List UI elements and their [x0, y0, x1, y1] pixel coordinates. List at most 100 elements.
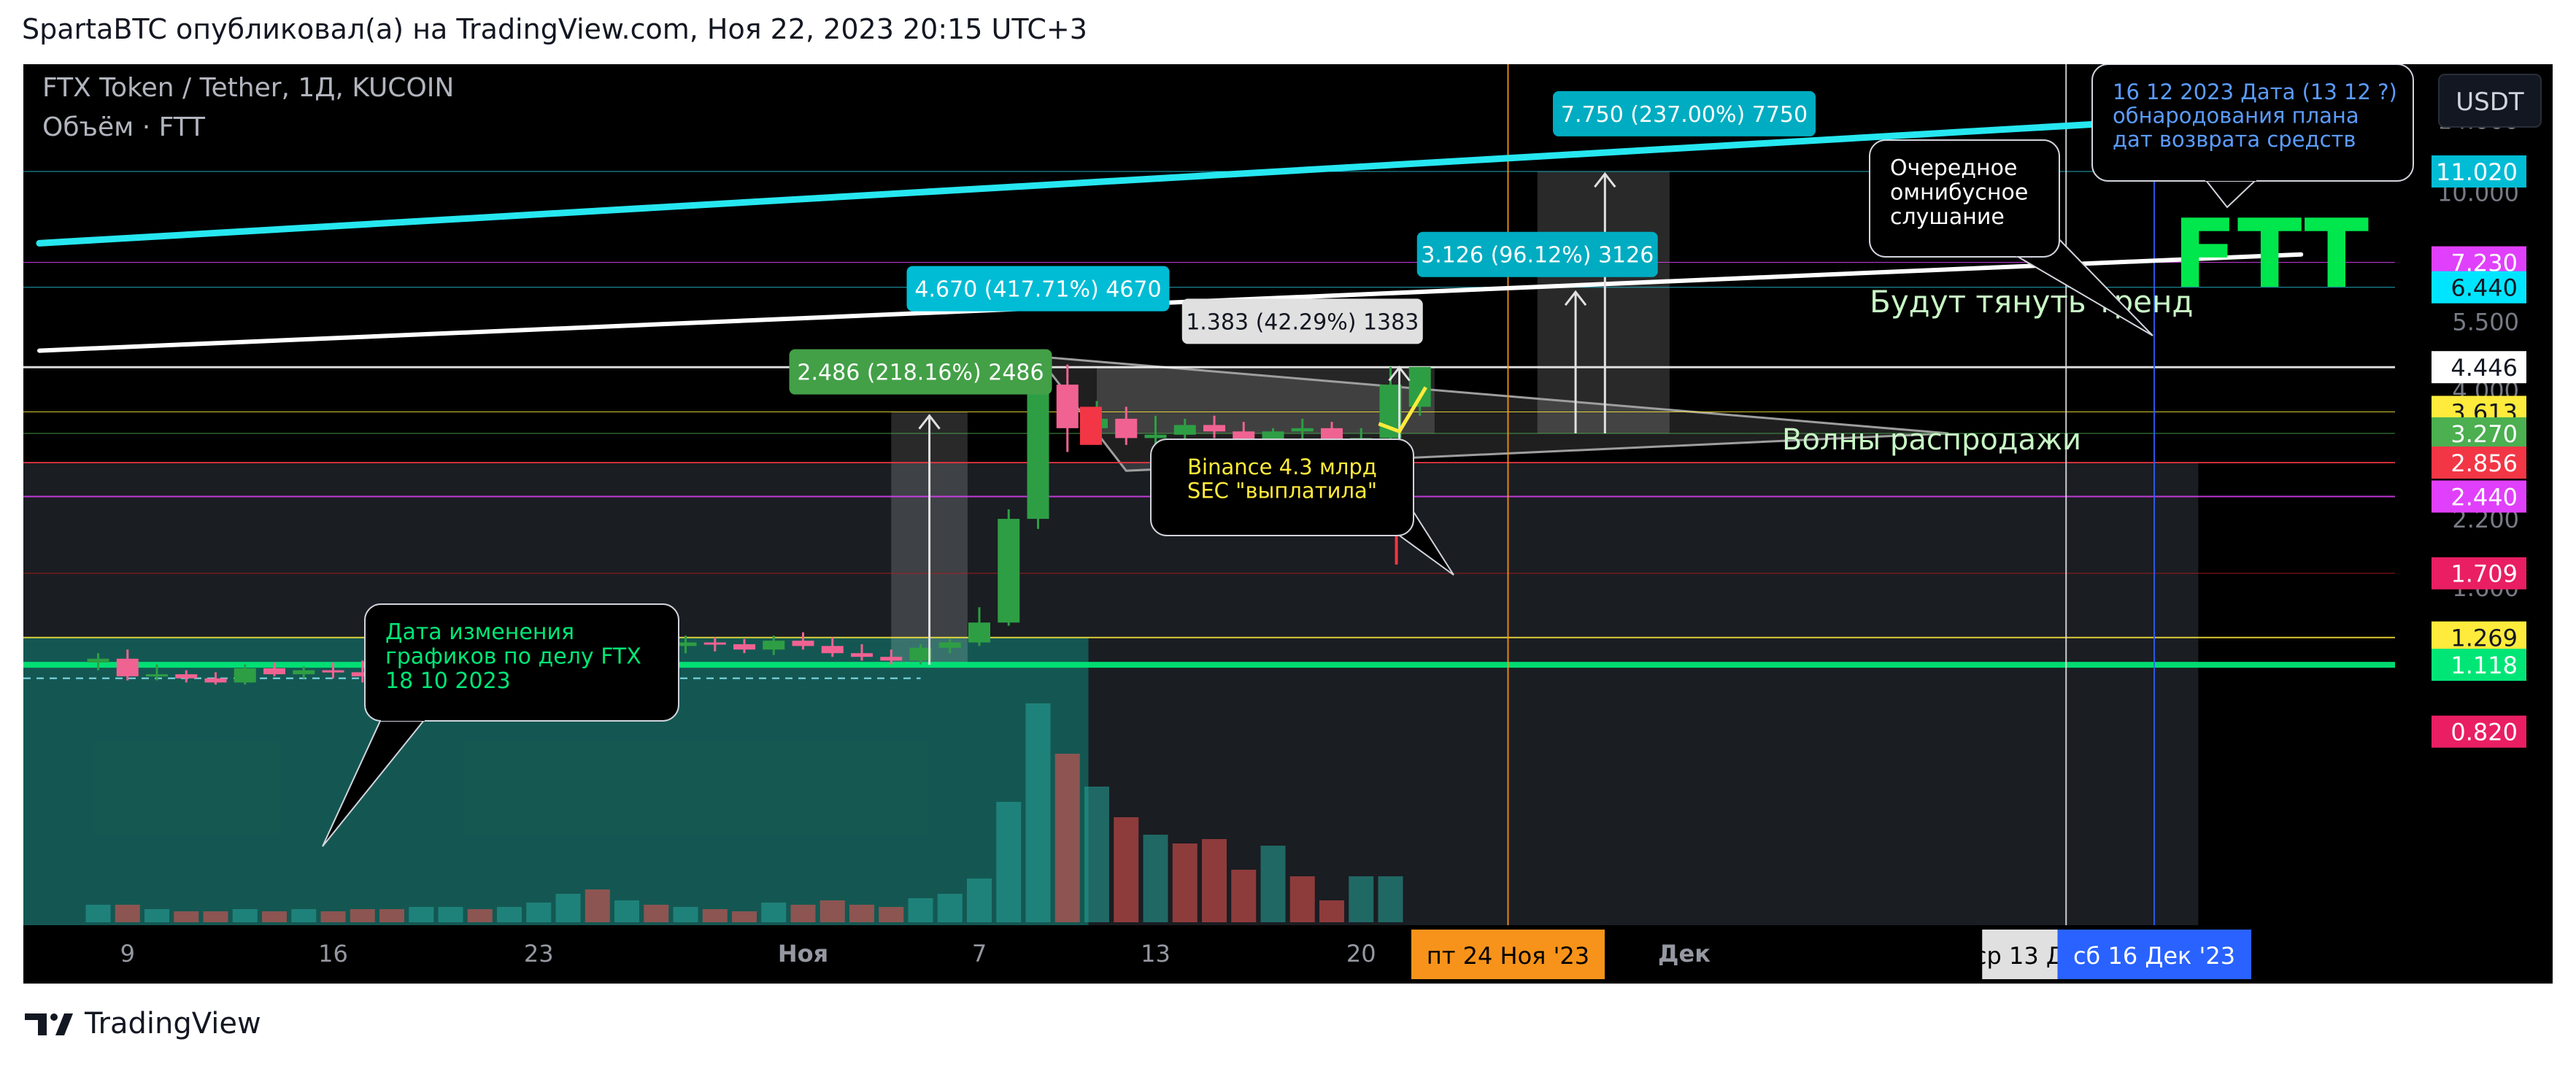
x-tick-label: 7 — [972, 940, 987, 967]
volume-bar — [732, 911, 757, 922]
price-level-badge — [2432, 557, 2526, 590]
volume-bar — [174, 911, 199, 922]
currency-button[interactable]: USDT — [2438, 74, 2542, 128]
price-level-label: 2.856 — [2450, 449, 2518, 477]
volume-bars — [85, 703, 1403, 922]
price-level-label: 3.270 — [2450, 420, 2518, 448]
callout-join — [2014, 231, 2054, 257]
callout-box — [1150, 439, 1414, 536]
annotation-text: Будут тянуть тренд — [1870, 284, 2193, 320]
x-tick-label: 16 — [318, 940, 348, 967]
volume-bar — [438, 907, 463, 922]
measure-label: 2.486 (218.16%) 2486 — [797, 360, 1044, 386]
candle-body — [263, 668, 285, 675]
candle-body — [821, 646, 844, 654]
volume-bar — [350, 909, 375, 922]
horizontal-levels — [23, 64, 2395, 925]
volume-bar — [555, 894, 581, 922]
time-marker-badge — [2058, 930, 2251, 979]
callout-line: графиков по делу FTX — [385, 644, 641, 670]
callout[interactable]: 16 12 2023 Дата (13 12 ?)обнародования п… — [2091, 64, 2414, 209]
x-tick-label: 9 — [120, 940, 135, 967]
measure-label: 4.670 (417.71%) 4670 — [914, 277, 1161, 303]
measure-label: 1.383 (42.29%) 1383 — [1186, 309, 1419, 335]
time-marker-label: пт 24 Ноя '23 — [1427, 942, 1589, 970]
x-tick-label: 13 — [1141, 940, 1171, 967]
price-chart[interactable]: 4.670 (417.71%) 4670 2.486 (218.16%) 2486… — [23, 64, 2553, 984]
volume-bar — [115, 905, 140, 922]
callout-line: Очередное — [1890, 155, 2017, 181]
measure-arrow-head — [1564, 290, 1587, 306]
ftt-watermark: FTT — [2172, 198, 2369, 309]
volume-bar — [1084, 787, 1109, 922]
candle-body — [998, 519, 1020, 623]
volume-bar — [379, 909, 404, 922]
callout-line: обнародования плана — [2113, 103, 2359, 128]
x-tick-label: 23 — [524, 940, 554, 967]
candle-body — [116, 658, 139, 676]
time-marker-badge — [1411, 930, 1605, 979]
volume-bar — [1143, 835, 1168, 922]
volume-bar — [820, 900, 845, 922]
callout-line: слушание — [1890, 204, 2005, 230]
volume-title: Объём · FTT — [42, 112, 206, 142]
symbol-title: FTX Token / Tether, 1Д, KUCOIN — [42, 73, 454, 103]
price-level-badge — [2432, 480, 2526, 513]
volume-bar — [1349, 876, 1374, 922]
candle-body — [204, 678, 227, 683]
chart-background-shapes — [23, 171, 2199, 925]
measure-box-2 — [1537, 171, 1670, 433]
chart-panel[interactable]: 4.670 (417.71%) 4670 2.486 (218.16%) 2486… — [23, 64, 2553, 984]
candle-body — [1291, 428, 1314, 432]
volume-bar — [937, 894, 963, 922]
volume-bar — [1054, 754, 1080, 922]
volume-bar — [585, 889, 610, 922]
price-level-badge — [2432, 621, 2526, 654]
candle-body — [674, 642, 697, 646]
y-tick-label: 5.500 — [2452, 308, 2519, 336]
volume-bar — [1289, 876, 1315, 922]
measure-label: 7.750 (237.00%) 7750 — [1561, 102, 1808, 128]
callout-join — [1372, 493, 1404, 518]
volume-bar — [1114, 817, 1139, 922]
volume-bar — [673, 907, 698, 922]
volume-bar — [614, 900, 639, 922]
yellow-check-mark — [1378, 386, 1427, 434]
measure-arrow-head — [918, 414, 941, 430]
volume-bar — [262, 911, 287, 922]
volume-bar — [790, 905, 816, 922]
volume-bar — [879, 907, 904, 922]
candle-body — [322, 670, 344, 673]
price-level-badge — [2432, 271, 2526, 304]
candle-body — [351, 672, 374, 676]
measure-label-bg — [1416, 231, 1658, 277]
candle-body — [146, 674, 168, 677]
volume-bar — [144, 909, 169, 922]
candle-body — [1056, 385, 1079, 428]
trend-lines — [36, 109, 2305, 353]
trend-line-cyan-upper — [36, 109, 2305, 247]
volume-bar — [1231, 870, 1257, 922]
volume-bar — [409, 907, 434, 922]
candle-body — [175, 674, 198, 679]
volume-bar — [644, 905, 669, 922]
volume-bar — [996, 802, 1022, 922]
callout-box — [1869, 139, 2060, 258]
volume-bar — [702, 909, 728, 922]
price-level-label: 1.118 — [2450, 652, 2518, 679]
candle-body — [87, 658, 109, 663]
candle-body — [880, 657, 903, 661]
volume-bar — [1025, 703, 1051, 922]
candle-body — [703, 642, 726, 645]
volume-bar — [849, 905, 874, 922]
callout-line: дат возврата средств — [2113, 127, 2356, 152]
price-level-label: 11.020 — [2436, 158, 2518, 186]
volume-bar — [291, 909, 317, 922]
volume-bar — [85, 905, 111, 922]
price-level-label: 6.440 — [2450, 274, 2518, 302]
measure-arrow-head — [1388, 366, 1411, 382]
tradingview-logo[interactable]: TradingView — [23, 1005, 261, 1042]
